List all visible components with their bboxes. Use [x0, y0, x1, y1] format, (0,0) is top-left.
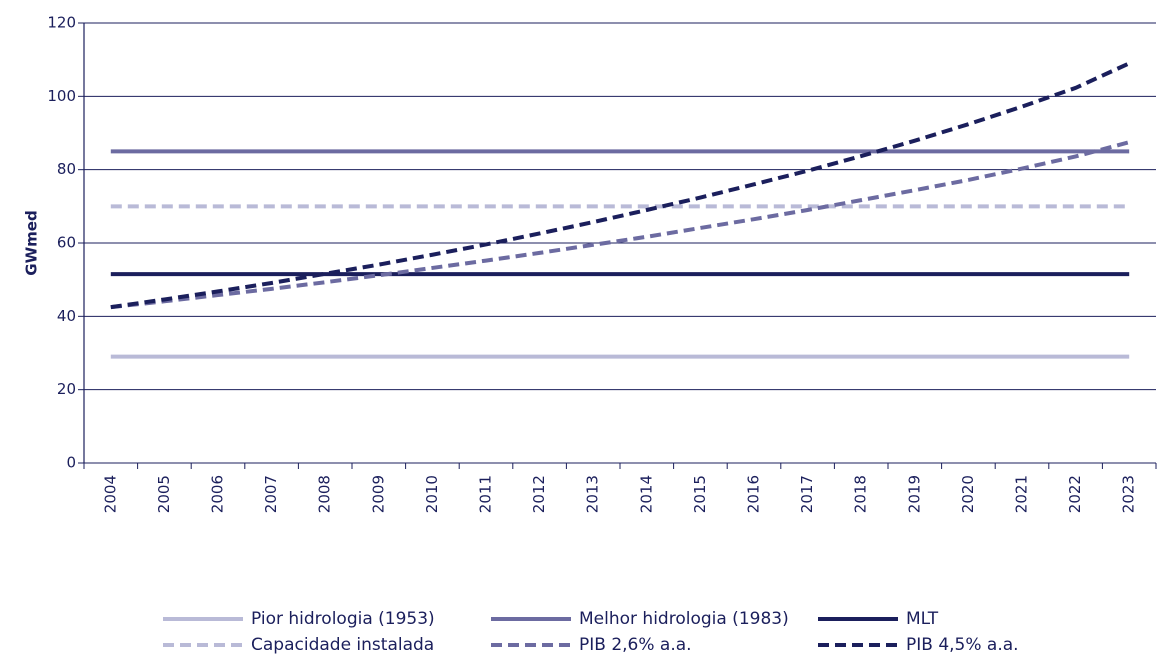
x-tick-label: 2011	[477, 475, 495, 513]
x-tick-label: 2022	[1066, 475, 1084, 513]
series-line	[110, 140, 1130, 310]
x-tick-label: 2013	[584, 475, 602, 513]
legend-label: Capacidade instalada	[251, 635, 434, 654]
x-tick-label: 2006	[209, 475, 227, 513]
y-tick-label: 120	[47, 14, 76, 32]
x-tick-label: 2018	[852, 475, 870, 513]
x-tick-label: 2017	[798, 475, 816, 513]
x-tick-label: 2004	[101, 475, 119, 513]
x-tick-label: 2010	[423, 475, 441, 513]
x-tick-label: 2015	[691, 475, 709, 513]
x-tick-label: 2007	[262, 475, 280, 513]
legend-label: Pior hidrologia (1953)	[251, 609, 435, 629]
x-tick-label: 2008	[316, 475, 334, 513]
x-tick-label: 2020	[959, 475, 977, 513]
x-tick-label: 2016	[745, 475, 763, 513]
x-tick-label: 2021	[1013, 475, 1031, 513]
legend-label: MLT	[906, 609, 939, 629]
y-tick-label: 20	[57, 380, 76, 398]
x-tick-label: 2023	[1120, 475, 1138, 513]
x-tick-label: 2009	[369, 475, 387, 513]
x-tick-label: 2005	[155, 475, 173, 513]
legend-label: PIB 2,6% a.a.	[579, 635, 692, 654]
x-tick-label: 2019	[905, 475, 923, 513]
y-tick-label: 80	[57, 160, 76, 178]
y-axis-label: GWmed	[23, 210, 41, 275]
y-tick-label: 40	[57, 307, 76, 325]
legend-label: PIB 4,5% a.a.	[906, 635, 1019, 654]
x-tick-label: 2014	[637, 475, 655, 513]
y-tick-label: 60	[57, 234, 76, 252]
y-tick-label: 100	[47, 87, 76, 105]
series-line	[110, 61, 1131, 310]
x-tick-label: 2012	[530, 475, 548, 513]
y-tick-label: 0	[66, 454, 76, 472]
legend-label: Melhor hidrologia (1983)	[579, 609, 789, 629]
